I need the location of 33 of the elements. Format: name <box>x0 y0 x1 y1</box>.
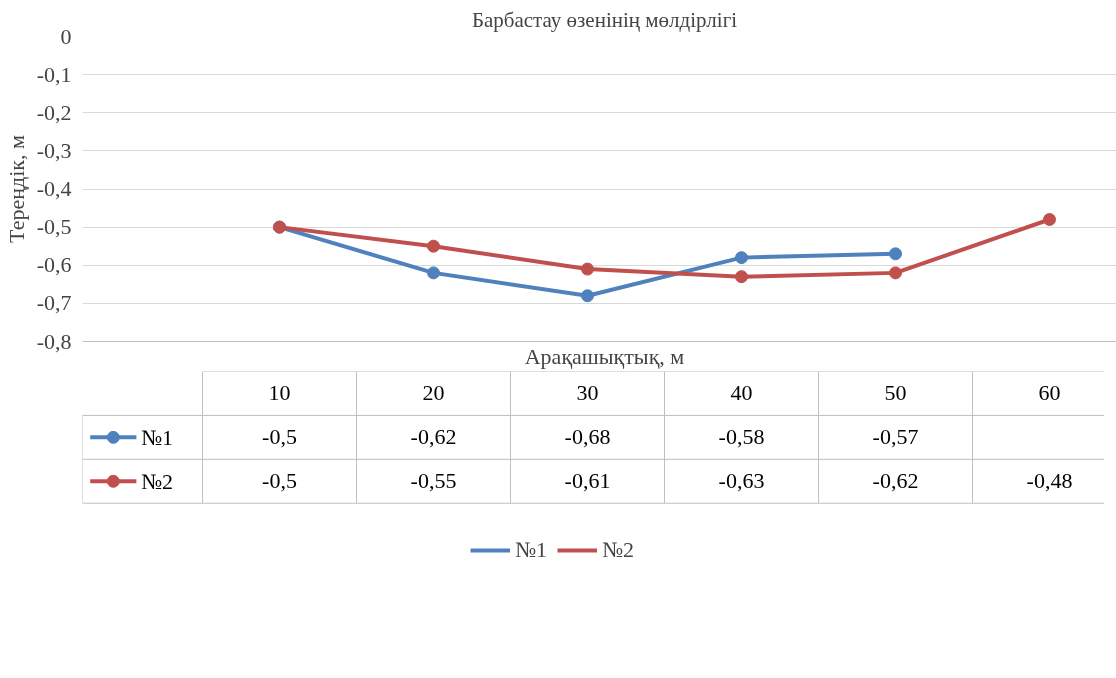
data-label: -0,63 <box>718 468 765 494</box>
x-tick-label: 10 <box>268 380 291 406</box>
x-tick-label: 40 <box>730 380 753 406</box>
data-label: -0,5 <box>262 468 297 494</box>
y-axis-title: Тереңдік, м <box>3 135 29 243</box>
data-label: -0,61 <box>564 468 611 494</box>
x-tick-label: 60 <box>1038 380 1061 406</box>
data-label: -0,5 <box>262 424 297 450</box>
y-tick-label: -0,5 <box>36 214 72 240</box>
y-tick-label: -0,3 <box>36 137 72 163</box>
text: №2 <box>602 537 634 562</box>
y-tick-label: -0,8 <box>36 328 72 354</box>
data-label: -0,62 <box>872 468 919 494</box>
y-tick-label: -0,7 <box>36 290 72 316</box>
text: №1 <box>515 537 547 562</box>
y-tick-label: -0,1 <box>36 61 72 87</box>
x-tick-label: 50 <box>884 380 907 406</box>
y-tick-label: -0,6 <box>36 252 72 278</box>
data-label: -0,55 <box>410 468 457 494</box>
y-tick-label: 0 <box>60 23 72 49</box>
legend-label: №1 <box>141 424 174 450</box>
legend-label: №2 <box>141 468 174 494</box>
data-label: -0,68 <box>564 424 611 450</box>
x-axis-title: Арақашықтық, м <box>524 343 685 369</box>
x-tick-label: 30 <box>576 380 599 406</box>
data-label: -0,48 <box>1026 468 1073 494</box>
data-label: -0,62 <box>410 424 457 450</box>
y-tick-label: -0,4 <box>36 176 72 201</box>
data-label: -0,57 <box>872 424 919 450</box>
data-label: -0,58 <box>718 424 765 450</box>
y-tick-label: -0,2 <box>36 99 72 125</box>
x-tick-label: 20 <box>422 380 445 406</box>
chart-title: Барбастау өзенінің мөлдірлігі <box>471 7 738 32</box>
